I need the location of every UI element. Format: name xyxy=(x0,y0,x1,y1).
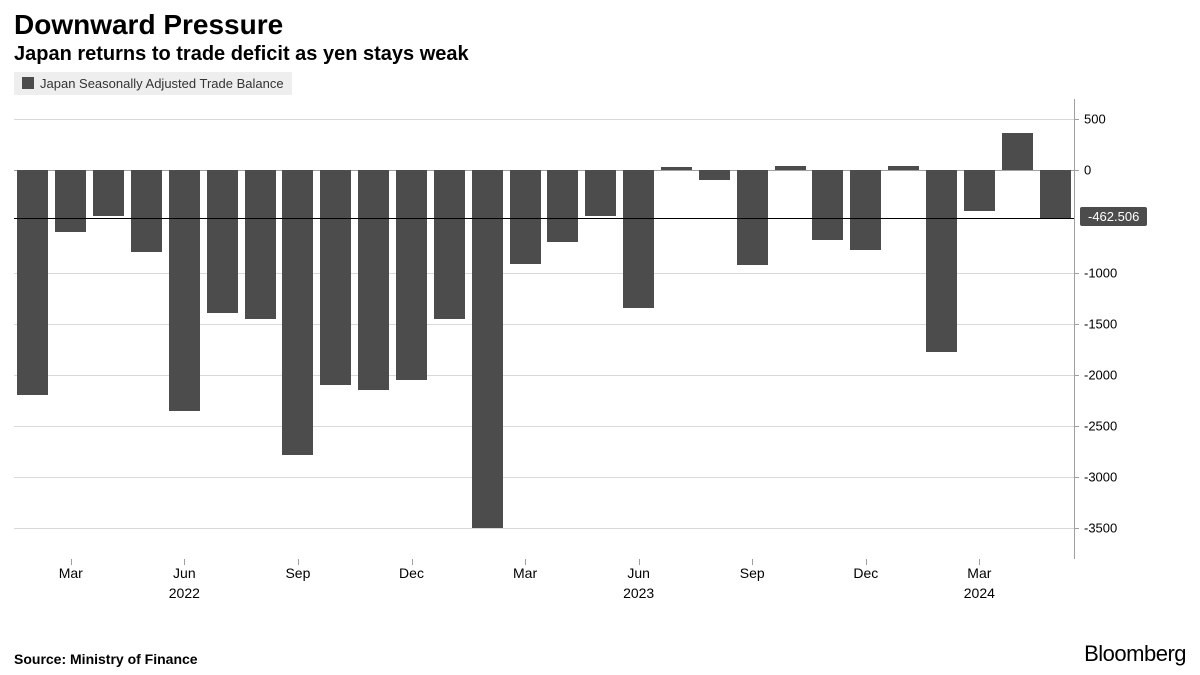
chart-title: Downward Pressure xyxy=(14,10,1186,41)
highlight-line xyxy=(14,218,1074,219)
x-year-label: 2023 xyxy=(623,585,654,601)
y-tick-label: -3000 xyxy=(1084,470,1117,485)
bar xyxy=(964,170,995,211)
x-month-label: Dec xyxy=(399,565,424,581)
gridline xyxy=(14,426,1074,427)
y-tick-label: -1500 xyxy=(1084,316,1117,331)
bar xyxy=(623,170,654,308)
source-text: Source: Ministry of Finance xyxy=(14,651,198,667)
legend-swatch xyxy=(22,77,34,89)
chart-subtitle: Japan returns to trade deficit as yen st… xyxy=(14,43,1186,66)
bar xyxy=(547,170,578,242)
x-month-label: Mar xyxy=(967,565,991,581)
x-month-label: Jun xyxy=(173,565,196,581)
y-tick-label: -2500 xyxy=(1084,418,1117,433)
bar xyxy=(1002,133,1033,171)
bar xyxy=(699,170,730,179)
bar xyxy=(55,170,86,231)
gridline xyxy=(14,119,1074,120)
bar xyxy=(888,166,919,170)
plot-area: 5000-1000-1500-2000-2500-3000-3500-462.5… xyxy=(14,99,1074,559)
bar xyxy=(585,170,616,216)
x-month-label: Mar xyxy=(513,565,537,581)
y-axis-line xyxy=(1074,99,1075,559)
bar xyxy=(131,170,162,252)
x-month-label: Sep xyxy=(740,565,765,581)
y-tick-label: 500 xyxy=(1084,112,1106,127)
x-axis: Mar Jun Sep Dec Mar Jun Sep Dec Mar 2022 2023 2024 xyxy=(14,559,1074,609)
x-month-label: Mar xyxy=(59,565,83,581)
bar xyxy=(812,170,843,240)
bar xyxy=(926,170,957,352)
x-month-label: Sep xyxy=(285,565,310,581)
gridline xyxy=(14,477,1074,478)
bar xyxy=(320,170,351,385)
brand-logo: Bloomberg xyxy=(1084,641,1186,667)
bar xyxy=(93,170,124,216)
bar xyxy=(17,170,48,395)
bar xyxy=(1040,170,1071,217)
bar xyxy=(850,170,881,250)
legend: Japan Seasonally Adjusted Trade Balance xyxy=(14,72,292,95)
x-month-label: Jun xyxy=(627,565,650,581)
bar xyxy=(472,170,503,528)
gridline xyxy=(14,528,1074,529)
chart-footer: Source: Ministry of Finance Bloomberg xyxy=(14,641,1186,667)
legend-label: Japan Seasonally Adjusted Trade Balance xyxy=(40,76,284,91)
chart-area: 500 0 -1000 -1500 -2000 -2500 -3000 -3500 -462.5… xyxy=(14,99,1186,609)
bar xyxy=(396,170,427,380)
x-year-label: 2022 xyxy=(169,585,200,601)
bar xyxy=(358,170,389,390)
x-month-label: Dec xyxy=(853,565,878,581)
bar xyxy=(775,166,806,170)
y-tick-label: -1000 xyxy=(1084,265,1117,280)
bar xyxy=(282,170,313,454)
bar xyxy=(661,167,692,170)
bar xyxy=(245,170,276,318)
bar xyxy=(169,170,200,410)
y-tick-label: -2000 xyxy=(1084,367,1117,382)
highlight-label: -462.506 xyxy=(1080,207,1147,226)
bar xyxy=(434,170,465,318)
y-tick-label: 0 xyxy=(1084,163,1091,178)
bar xyxy=(207,170,238,313)
y-tick-label: -3500 xyxy=(1084,521,1117,536)
x-year-label: 2024 xyxy=(964,585,995,601)
